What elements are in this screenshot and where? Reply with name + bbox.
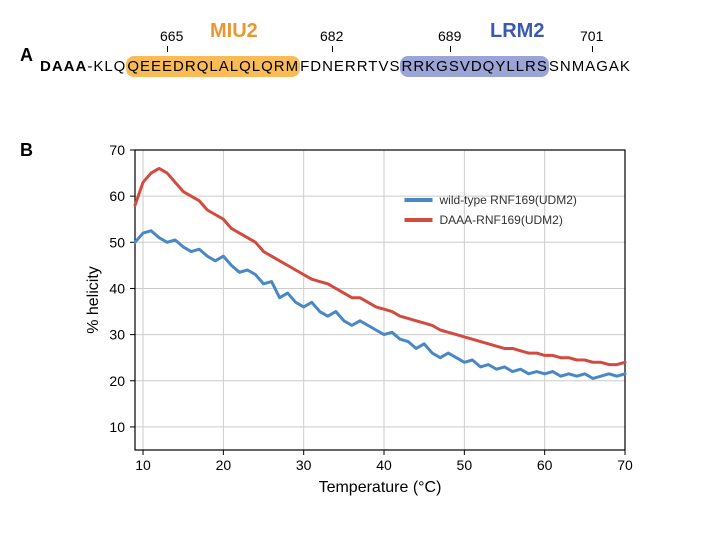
sequence-container: 665 MIU2 682 689 LRM2 701 DAAA-KLQQEEEDR… bbox=[80, 20, 702, 100]
y-axis-label: % helicity bbox=[85, 266, 102, 334]
panel-a: A 665 MIU2 682 689 LRM2 701 DAAA-KLQQEEE… bbox=[20, 20, 702, 100]
chart-wrap: 10 20 30 40 50 60 70 10 20 30 40 50 60 70 Temperature … bbox=[80, 140, 702, 500]
legend-label: DAAA-RNF169(UDM2) bbox=[440, 213, 563, 227]
miu2-label: MIU2 bbox=[210, 20, 258, 43]
svg-text:50: 50 bbox=[457, 457, 473, 473]
tick-689 bbox=[450, 46, 451, 52]
pos-701: 701 bbox=[580, 28, 603, 44]
seq-miu2: QEEEDRQLALQLQRM bbox=[126, 56, 300, 77]
daaa-prefix: DAAA bbox=[40, 58, 87, 75]
svg-text:40: 40 bbox=[109, 280, 125, 296]
seq-before-miu2: -KLQ bbox=[87, 58, 126, 75]
panel-a-label: A bbox=[20, 45, 33, 66]
svg-text:10: 10 bbox=[135, 457, 151, 473]
svg-text:40: 40 bbox=[376, 457, 392, 473]
lrm2-label: LRM2 bbox=[490, 20, 544, 43]
panel-b: B 10 20 30 40 50 60 70 10 20 30 40 50 60 70 Temperatur… bbox=[20, 140, 702, 500]
svg-text:70: 70 bbox=[617, 457, 633, 473]
svg-text:60: 60 bbox=[109, 188, 125, 204]
sequence-row: DAAA-KLQQEEEDRQLALQLQRMFDNERRTVSRRKGSVDQ… bbox=[40, 58, 631, 75]
helicity-chart: 10 20 30 40 50 60 70 10 20 30 40 50 60 70 Temperature … bbox=[80, 140, 640, 500]
seq-between: FDNERRTVS bbox=[300, 58, 400, 75]
svg-text:60: 60 bbox=[537, 457, 553, 473]
seq-after: SNMAGAK bbox=[549, 58, 631, 75]
tick-701 bbox=[592, 46, 593, 52]
seq-lrm2: RRKGSVDQYLLRS bbox=[400, 56, 548, 77]
tick-665 bbox=[167, 46, 168, 52]
pos-665: 665 bbox=[160, 28, 183, 44]
svg-text:70: 70 bbox=[109, 142, 125, 158]
pos-682: 682 bbox=[320, 28, 343, 44]
svg-text:30: 30 bbox=[296, 457, 312, 473]
svg-text:20: 20 bbox=[216, 457, 232, 473]
svg-text:30: 30 bbox=[109, 327, 125, 343]
tick-682 bbox=[332, 46, 333, 52]
svg-text:50: 50 bbox=[109, 234, 125, 250]
x-axis-label: Temperature (°C) bbox=[319, 479, 442, 496]
svg-text:10: 10 bbox=[109, 419, 125, 435]
svg-text:20: 20 bbox=[109, 373, 125, 389]
legend-label: wild-type RNF169(UDM2) bbox=[439, 193, 577, 207]
panel-b-label: B bbox=[20, 140, 33, 161]
pos-689: 689 bbox=[438, 28, 461, 44]
